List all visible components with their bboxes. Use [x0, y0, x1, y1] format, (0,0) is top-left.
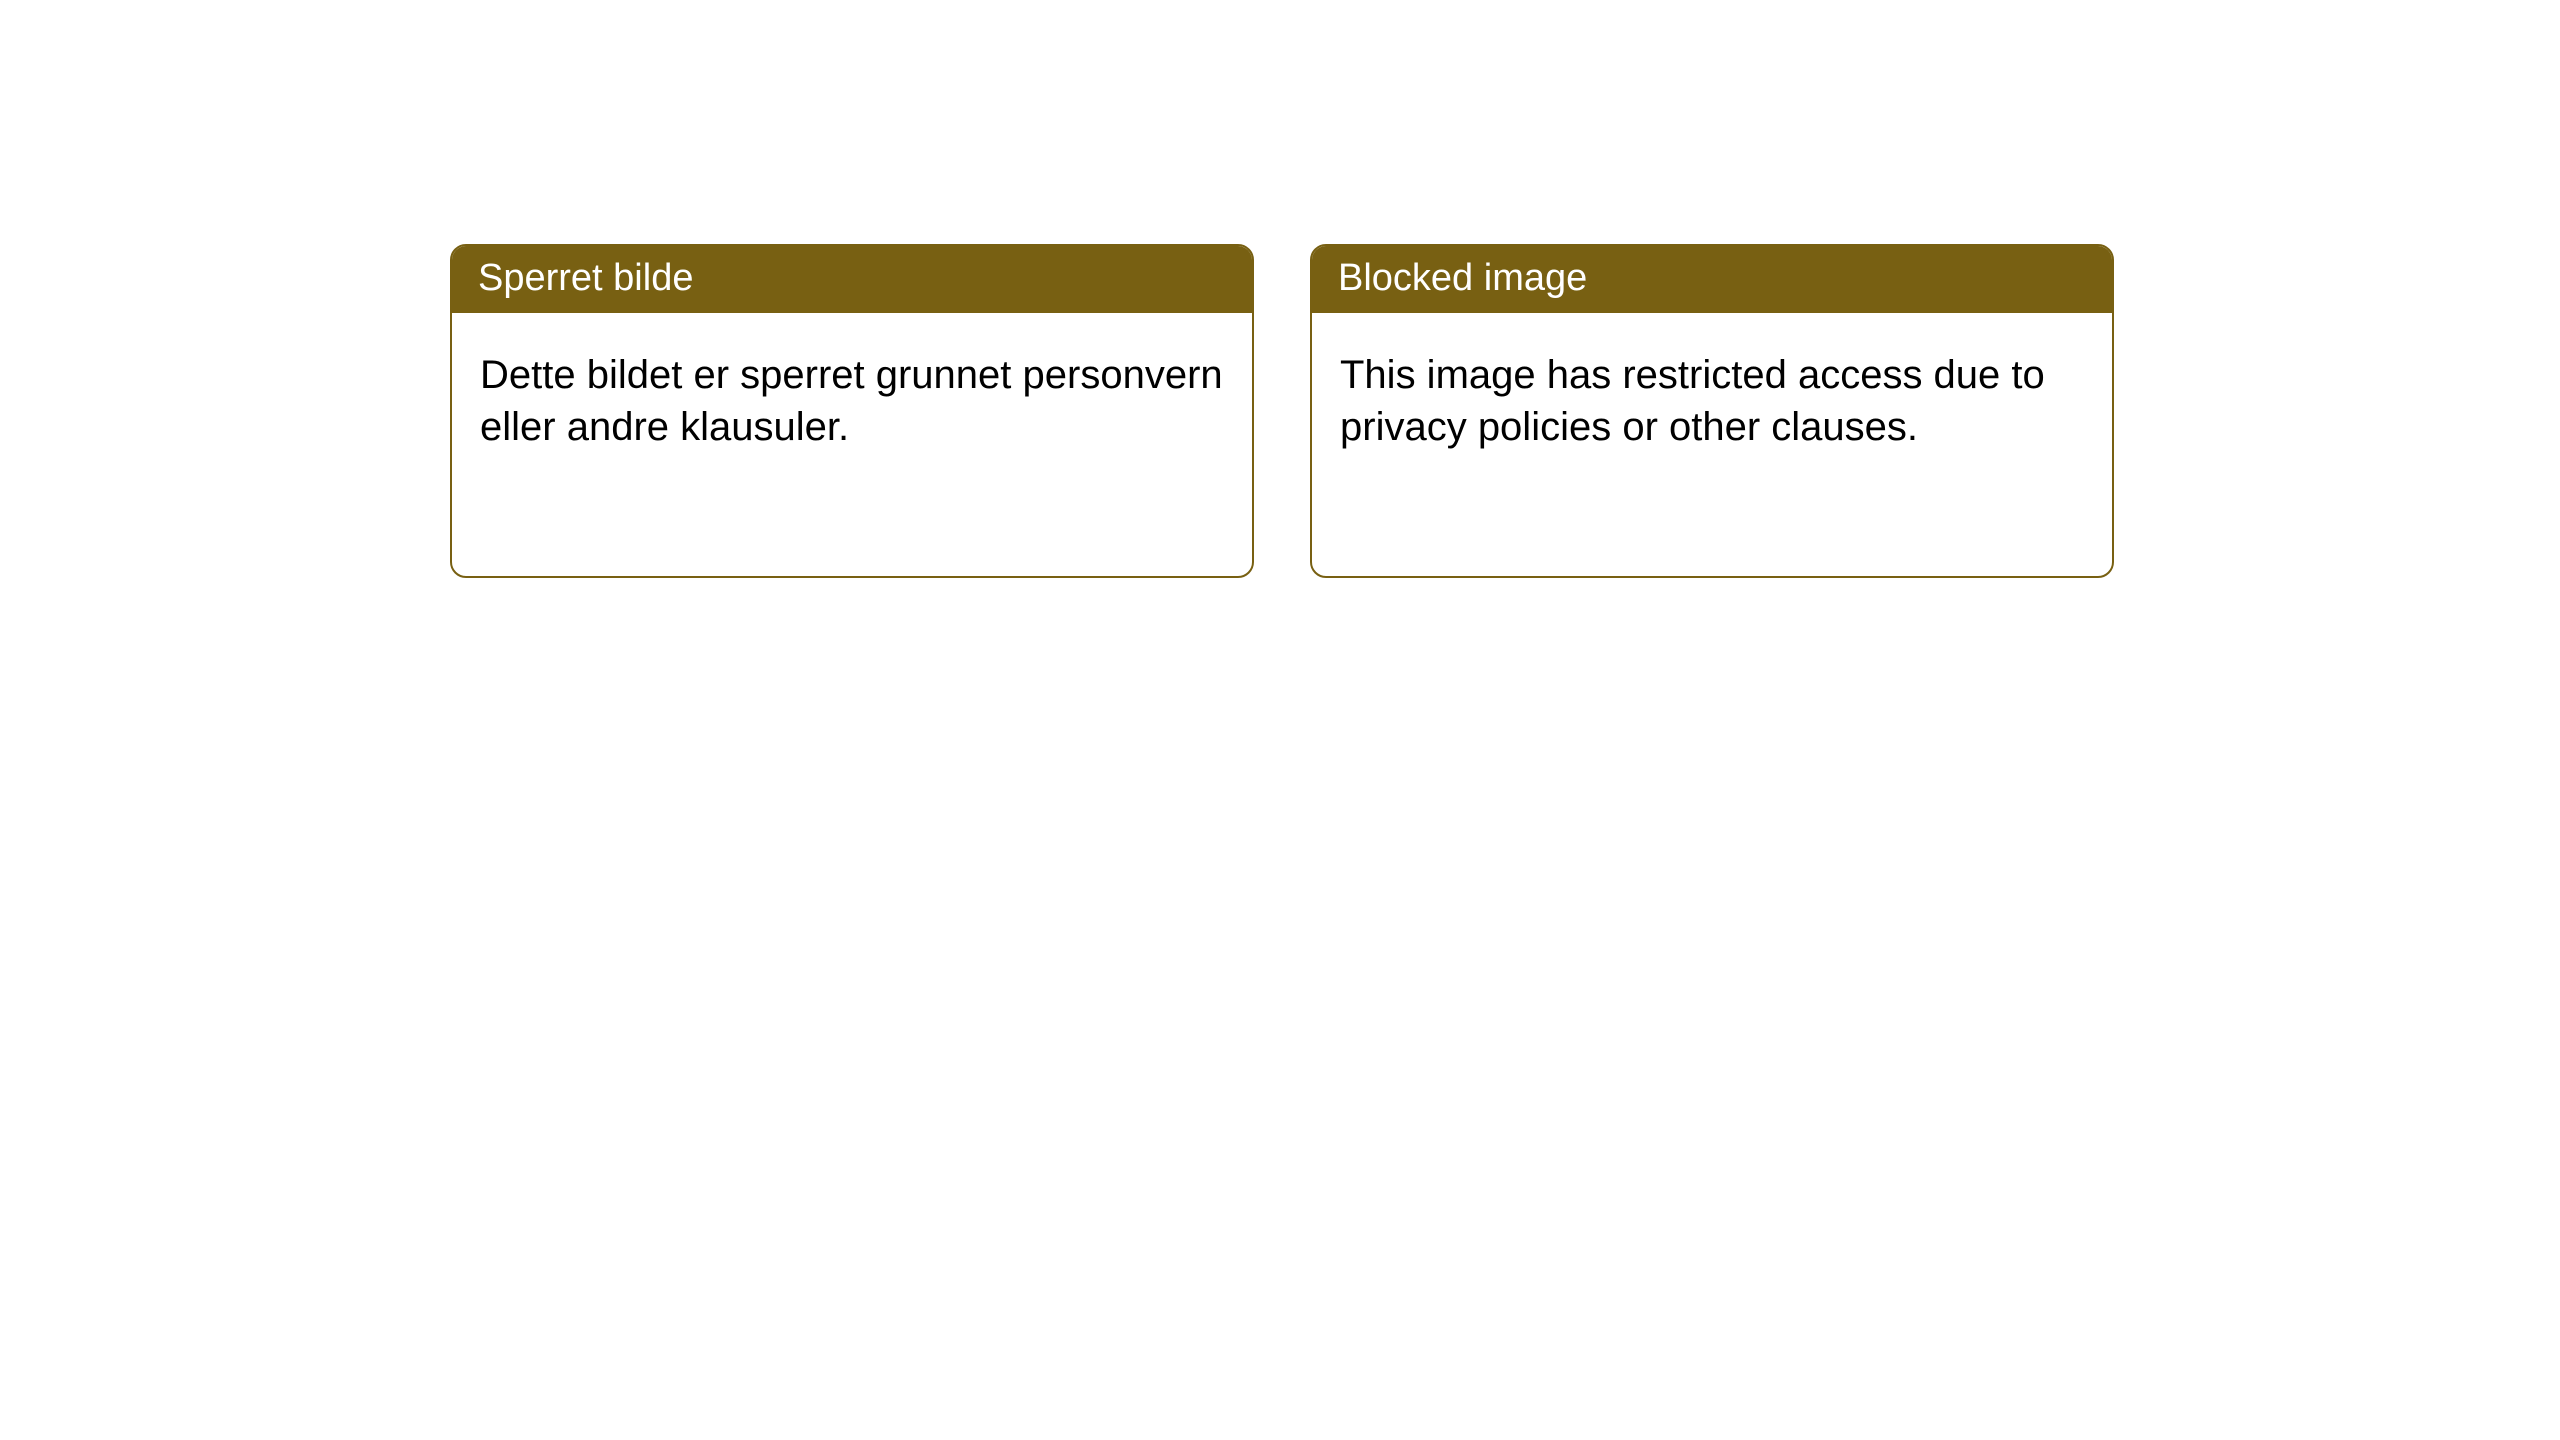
notice-title-norwegian: Sperret bilde [452, 246, 1252, 313]
notice-box-english: Blocked image This image has restricted … [1310, 244, 2114, 578]
notice-body-norwegian: Dette bildet er sperret grunnet personve… [452, 313, 1252, 489]
notice-body-english: This image has restricted access due to … [1312, 313, 2112, 489]
notice-box-norwegian: Sperret bilde Dette bildet er sperret gr… [450, 244, 1254, 578]
notice-container: Sperret bilde Dette bildet er sperret gr… [0, 0, 2560, 578]
notice-title-english: Blocked image [1312, 246, 2112, 313]
